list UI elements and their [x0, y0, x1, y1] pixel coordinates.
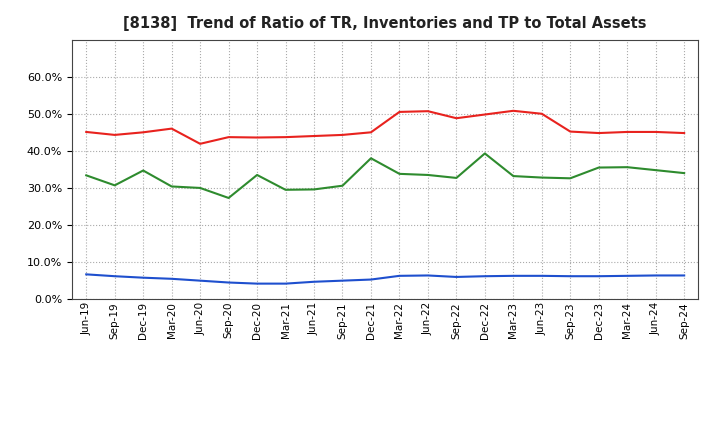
Inventories [680, 273, 688, 278]
Trade Receivables [82, 129, 91, 135]
Trade Receivables [282, 135, 290, 140]
Inventories [623, 273, 631, 279]
Trade Receivables [623, 129, 631, 135]
Inventories [225, 280, 233, 285]
Trade Receivables [452, 116, 461, 121]
Inventories [652, 273, 660, 278]
Trade Receivables [310, 133, 318, 139]
Trade Payables [480, 151, 489, 156]
Trade Payables [310, 187, 318, 192]
Trade Payables [366, 156, 375, 161]
Trade Receivables [480, 112, 489, 117]
Trade Payables [623, 165, 631, 170]
Trade Receivables [537, 111, 546, 117]
Inventories [366, 277, 375, 282]
Line: Inventories: Inventories [86, 275, 684, 284]
Trade Receivables [225, 135, 233, 140]
Trade Payables [139, 168, 148, 173]
Trade Receivables [196, 141, 204, 147]
Inventories [423, 273, 432, 278]
Inventories [395, 273, 404, 279]
Trade Receivables [366, 130, 375, 135]
Inventories [167, 276, 176, 282]
Inventories [282, 281, 290, 286]
Trade Receivables [509, 108, 518, 114]
Trade Payables [196, 185, 204, 191]
Trade Receivables [253, 135, 261, 140]
Line: Trade Receivables: Trade Receivables [86, 111, 684, 144]
Inventories [110, 274, 119, 279]
Trade Receivables [338, 132, 347, 138]
Trade Payables [253, 172, 261, 178]
Trade Receivables [680, 130, 688, 136]
Inventories [537, 273, 546, 279]
Trade Receivables [423, 109, 432, 114]
Inventories [310, 279, 318, 284]
Trade Payables [537, 175, 546, 180]
Inventories [480, 274, 489, 279]
Trade Receivables [595, 130, 603, 136]
Inventories [338, 278, 347, 283]
Title: [8138]  Trend of Ratio of TR, Inventories and TP to Total Assets: [8138] Trend of Ratio of TR, Inventories… [123, 16, 647, 32]
Inventories [253, 281, 261, 286]
Inventories [566, 274, 575, 279]
Trade Payables [110, 183, 119, 188]
Trade Payables [452, 175, 461, 180]
Trade Payables [82, 172, 91, 178]
Trade Receivables [566, 129, 575, 134]
Trade Receivables [139, 130, 148, 135]
Trade Payables [338, 183, 347, 188]
Trade Payables [423, 172, 432, 178]
Trade Payables [395, 171, 404, 176]
Inventories [82, 272, 91, 277]
Trade Payables [282, 187, 290, 192]
Trade Payables [225, 195, 233, 201]
Inventories [595, 274, 603, 279]
Trade Receivables [167, 126, 176, 131]
Trade Payables [680, 170, 688, 176]
Inventories [452, 274, 461, 279]
Trade Receivables [110, 132, 119, 138]
Inventories [139, 275, 148, 280]
Trade Receivables [652, 129, 660, 135]
Trade Payables [566, 176, 575, 181]
Inventories [509, 273, 518, 279]
Line: Trade Payables: Trade Payables [86, 154, 684, 198]
Trade Payables [595, 165, 603, 170]
Inventories [196, 278, 204, 283]
Trade Payables [509, 173, 518, 179]
Trade Payables [167, 184, 176, 189]
Trade Payables [652, 168, 660, 173]
Trade Receivables [395, 109, 404, 114]
